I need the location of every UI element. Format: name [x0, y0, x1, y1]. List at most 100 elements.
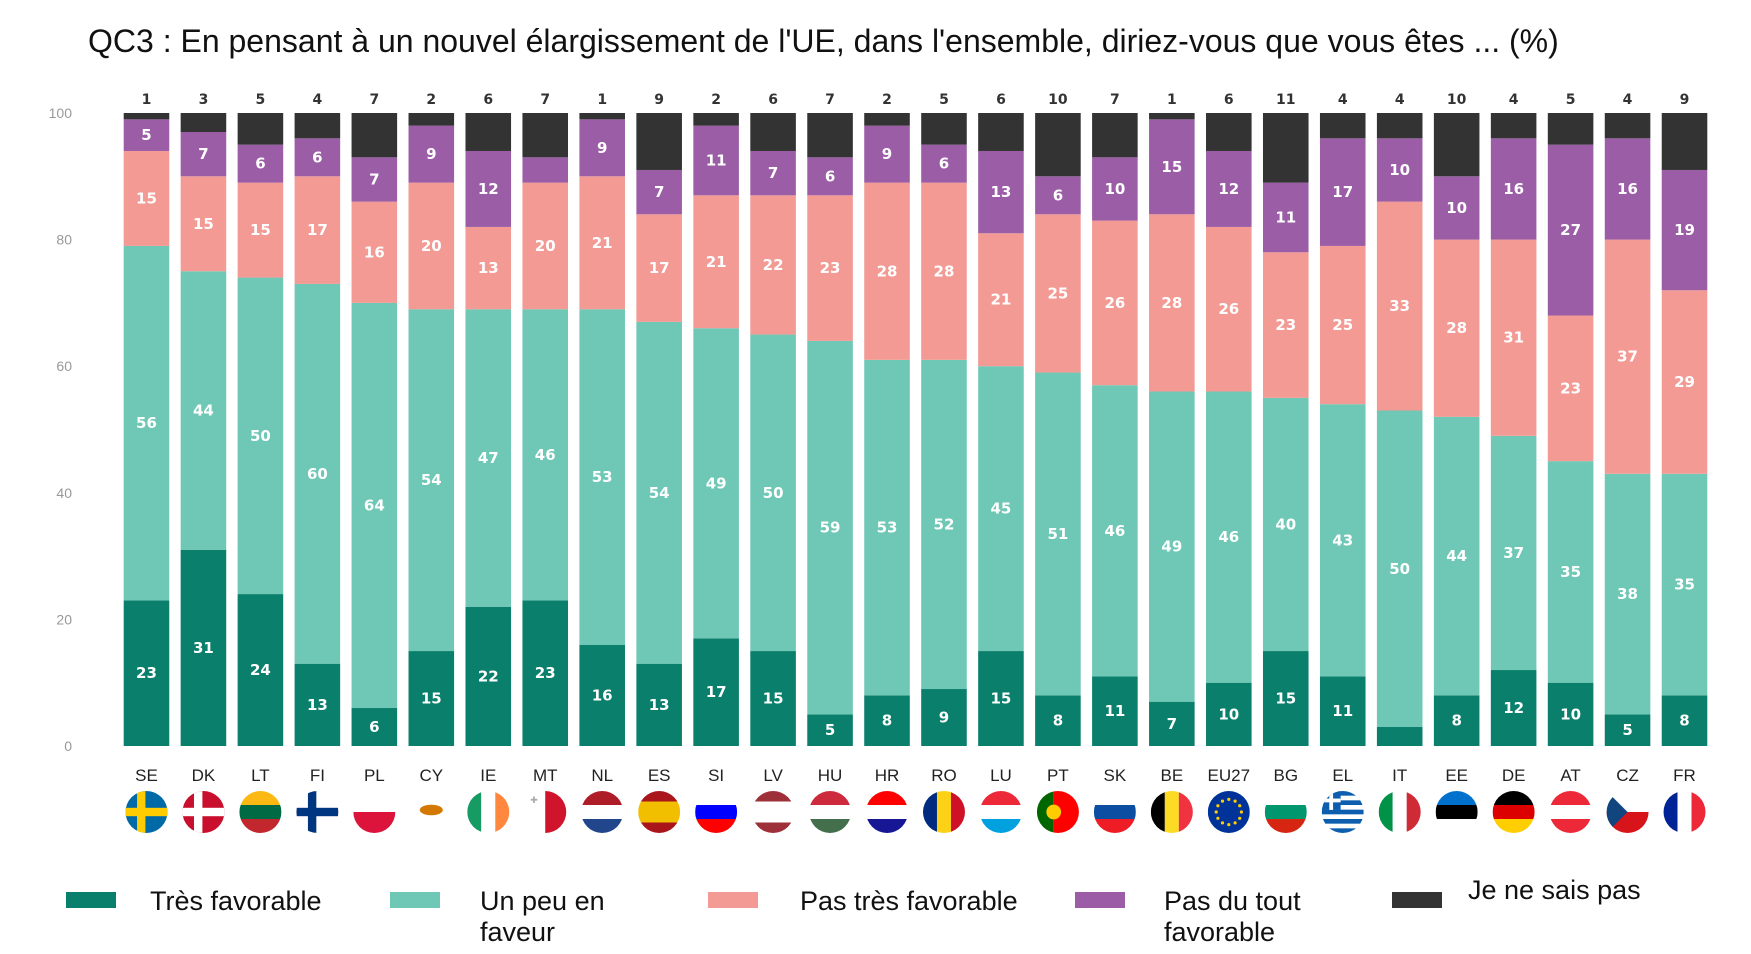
bar-segment-hr-1	[864, 359, 910, 696]
category-label: BG	[1273, 766, 1298, 785]
dont-know-value-label: 1	[597, 92, 607, 108]
flag-fi-icon	[296, 791, 339, 833]
dont-know-value-label: 6	[1224, 92, 1234, 108]
dont-know-value-label: 7	[1110, 92, 1120, 108]
data-label: 8	[1053, 712, 1063, 730]
bar-segment-sk-3	[1092, 157, 1138, 221]
data-label: 35	[1560, 563, 1581, 581]
bar-segment-pt-0	[1035, 695, 1081, 746]
bar-segment-lu-2	[978, 233, 1024, 367]
bar-segment-cy-2	[408, 182, 455, 310]
bar-segment-lu-4	[978, 113, 1024, 151]
data-label: 7	[1167, 715, 1177, 733]
data-label: 35	[1674, 576, 1695, 594]
data-label: 12	[478, 180, 499, 198]
bar-segment-si-0	[693, 638, 739, 746]
bar-segment-es-0	[636, 663, 682, 746]
bar-segment-se-0	[123, 600, 170, 746]
dont-know-value-label: 6	[768, 92, 778, 108]
bar-segment-fr-4	[1661, 113, 1708, 170]
flag-cz-icon	[1606, 791, 1649, 833]
category-label: FI	[310, 766, 325, 785]
data-label: 38	[1617, 585, 1638, 603]
bar-segment-pl-2	[351, 201, 398, 303]
category-label: LT	[251, 766, 270, 785]
bar-segment-fi-2	[294, 176, 341, 284]
bar-segment-hr-2	[864, 182, 910, 360]
data-label: 15	[1161, 158, 1182, 176]
chart-title: QC3 : En pensant à un nouvel élargisseme…	[88, 23, 1559, 59]
legend-item: Un peu en faveur	[390, 878, 650, 948]
bar-segment-lt-0	[237, 594, 284, 746]
bar-segment-lv-1	[750, 334, 796, 652]
bar-segment-se-2	[123, 150, 170, 246]
dont-know-value-label: 2	[882, 92, 892, 108]
category-label: CZ	[1616, 766, 1639, 785]
legend-label: Un peu en faveur	[480, 886, 605, 947]
bar-segment-el-1	[1319, 404, 1366, 677]
legend-swatch	[66, 892, 116, 908]
bar-segment-hu-1	[807, 340, 853, 715]
category-label: HR	[875, 766, 900, 785]
bar-segment-be-2	[1149, 214, 1195, 392]
data-label: 13	[991, 183, 1012, 201]
dont-know-value-label: 4	[1395, 92, 1405, 108]
bar-segment-nl-0	[579, 644, 625, 746]
bar-segment-pl-0	[351, 708, 398, 746]
legend-label: Pas très favorable	[800, 886, 1018, 916]
flag-ie-icon	[467, 791, 510, 833]
bar-segment-lt-1	[237, 277, 284, 595]
data-label: 15	[250, 221, 271, 239]
legend-item: Pas très favorable	[708, 878, 1040, 948]
data-label: 19	[1674, 221, 1695, 239]
data-label: 28	[877, 262, 898, 280]
data-label: 49	[706, 474, 727, 492]
bar-segment-es-4	[636, 113, 682, 170]
dont-know-value-label: 4	[313, 92, 323, 108]
bar-segment-de-4	[1490, 113, 1537, 139]
data-label: 13	[307, 696, 328, 714]
flag-pt-icon	[1036, 791, 1079, 833]
bar-segment-cz-1	[1604, 473, 1651, 715]
bar-segment-at-3	[1547, 144, 1594, 316]
category-label: LU	[990, 766, 1012, 785]
bar-segment-cz-3	[1604, 138, 1651, 240]
bar-segment-bg-2	[1262, 252, 1309, 398]
data-label: 22	[478, 667, 499, 685]
dont-know-value-label: 1	[142, 92, 152, 108]
bar-segment-hu-2	[807, 195, 853, 341]
data-label: 6	[939, 155, 949, 173]
bar-segment-pl-3	[351, 157, 398, 202]
data-label: 5	[1622, 721, 1632, 739]
dont-know-value-label: 10	[1048, 92, 1068, 108]
bar-segment-es-3	[636, 169, 682, 215]
flag-eu27-icon	[1207, 791, 1250, 833]
data-label: 17	[1332, 183, 1353, 201]
data-label: 47	[478, 449, 499, 467]
bar-segment-cz-4	[1604, 113, 1651, 139]
category-label: EE	[1445, 766, 1468, 785]
bar-segment-el-2	[1319, 245, 1366, 405]
data-label: 6	[1053, 186, 1063, 204]
bar-segment-lv-4	[750, 113, 796, 151]
data-label: 54	[649, 484, 670, 502]
data-label: 8	[882, 712, 892, 730]
bar-segment-at-1	[1547, 461, 1594, 683]
bar-segment-si-3	[693, 125, 739, 196]
flag-at-icon	[1549, 791, 1592, 833]
data-label: 16	[592, 686, 613, 704]
data-label: 7	[768, 164, 778, 182]
dont-know-value-label: 4	[1623, 92, 1633, 108]
data-label: 28	[1446, 319, 1467, 337]
data-label: 20	[535, 237, 556, 255]
bar-segment-hr-0	[864, 695, 910, 746]
bar-segment-dk-2	[180, 176, 227, 272]
data-label: 56	[136, 414, 157, 432]
bar-segment-hr-3	[864, 125, 910, 183]
data-label: 10	[1104, 180, 1125, 198]
bar-segment-lv-3	[750, 150, 796, 196]
bar-segment-eu27-3	[1206, 150, 1252, 227]
bar-segment-lu-1	[978, 366, 1024, 652]
data-label: 11	[1275, 208, 1296, 226]
bar-segment-pt-3	[1035, 176, 1081, 215]
